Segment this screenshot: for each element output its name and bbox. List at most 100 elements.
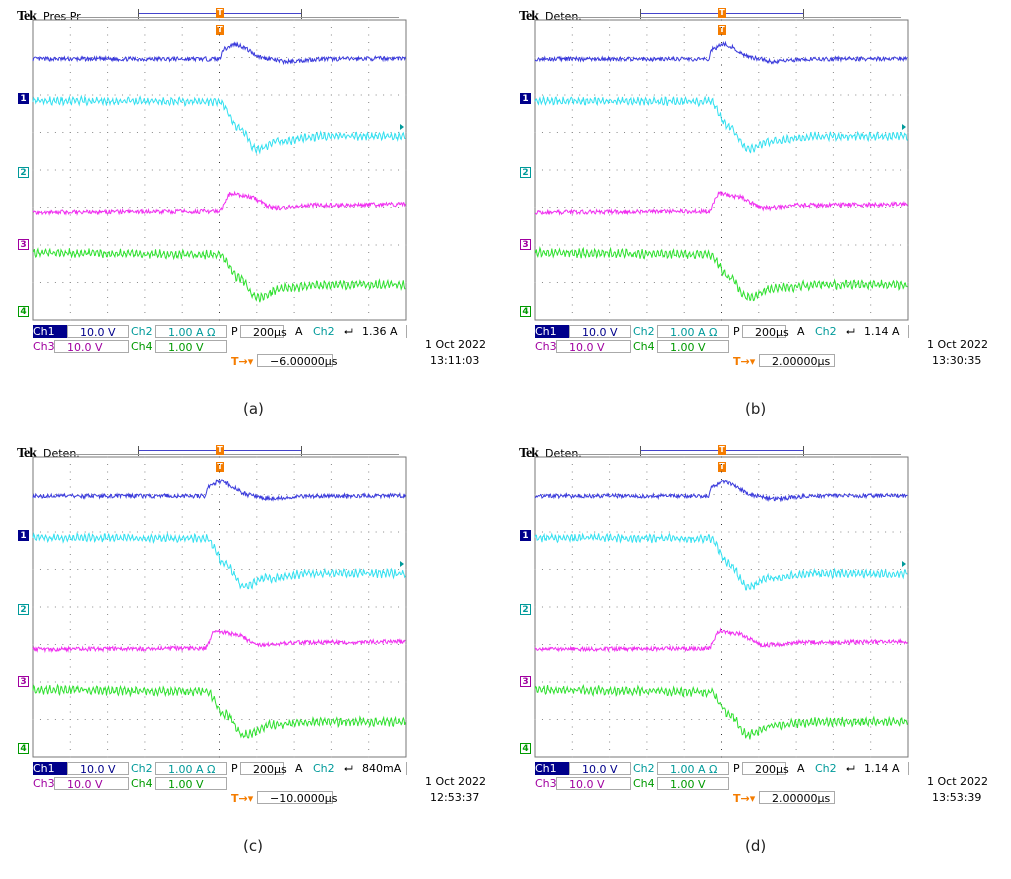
grid-dot: [293, 711, 295, 713]
grid-dot: [609, 606, 611, 608]
grid-dot: [398, 569, 400, 570]
grid-dot: [638, 681, 640, 683]
timebase-prefix: P: [733, 325, 740, 338]
grid-dot: [256, 696, 258, 698]
grid-dot: [219, 501, 220, 503]
grid-dot: [293, 132, 295, 133]
grid-dot: [758, 741, 760, 743]
grid-dot: [765, 719, 767, 720]
grid-dot: [698, 531, 700, 533]
ch4-ground-marker[interactable]: 4: [18, 306, 29, 317]
grid-dot: [330, 569, 332, 570]
grid-dot: [114, 644, 116, 645]
grid-dot: [151, 244, 153, 246]
grid-dot: [571, 102, 573, 103]
grid-dot: [832, 756, 834, 758]
grid-dot: [166, 569, 168, 570]
grid-dot: [256, 274, 258, 276]
grid-dot: [398, 681, 400, 683]
grid-dot: [571, 704, 573, 705]
grid-dot: [315, 94, 317, 96]
grid-dot: [211, 531, 213, 533]
grid-dot: [609, 711, 611, 713]
grid-dot: [144, 207, 146, 208]
grid-dot: [765, 531, 767, 533]
grid-dot: [556, 94, 558, 96]
grid-dot: [586, 606, 588, 608]
graticule: [534, 19, 909, 321]
grid-dot: [601, 531, 603, 533]
ch2-ground-marker[interactable]: 2: [18, 604, 29, 615]
grid-dot: [780, 681, 782, 683]
grid-dot: [698, 282, 700, 283]
ch4-ground-marker[interactable]: 4: [520, 306, 531, 317]
grid-dot: [870, 479, 872, 480]
grid-dot: [862, 531, 864, 533]
grid-dot: [638, 282, 640, 283]
grid-dot: [698, 94, 700, 96]
grid-dot: [758, 464, 760, 465]
grid-dot: [616, 681, 618, 683]
grid-dot: [571, 636, 573, 638]
grid-dot: [721, 94, 722, 96]
ch3-ground-marker[interactable]: 3: [520, 239, 531, 250]
grid-dot: [69, 192, 71, 193]
grid-dot: [609, 719, 611, 720]
grid-dot: [676, 132, 678, 133]
grid-dot: [181, 57, 183, 58]
grid-dot: [92, 644, 94, 645]
ch2-ground-marker[interactable]: 2: [520, 167, 531, 178]
grid-dot: [847, 244, 849, 246]
ch1-label: Ch1: [33, 325, 67, 338]
ch2-ground-marker[interactable]: 2: [18, 167, 29, 178]
grid-dot: [219, 199, 220, 201]
grid-dot: [758, 501, 760, 503]
grid-dot: [870, 651, 872, 653]
grid-dot: [330, 659, 332, 660]
grid-dot: [226, 644, 228, 645]
ch3-ground-marker[interactable]: 3: [18, 239, 29, 250]
grid-dot: [698, 644, 700, 645]
grid-dot: [159, 644, 161, 645]
ch4-ground-marker[interactable]: 4: [520, 743, 531, 754]
grid-dot: [233, 719, 235, 720]
ch1-ground-marker[interactable]: 1: [520, 93, 531, 104]
grid-dot: [293, 501, 295, 503]
ch3-ground-marker[interactable]: 3: [520, 676, 531, 687]
ch2-scale: 1.00 A Ω: [657, 325, 729, 339]
grid-dot: [758, 94, 760, 96]
grid-dot: [683, 621, 685, 623]
ch3-ground-marker[interactable]: 3: [18, 676, 29, 687]
ch2-ground-marker[interactable]: 2: [520, 604, 531, 615]
grid-dot: [271, 282, 273, 283]
grid-dot: [870, 319, 872, 321]
grid-dot: [728, 531, 730, 533]
grid-dot: [609, 177, 611, 178]
grid-dot: [248, 644, 250, 645]
grid-dot: [77, 606, 79, 608]
ch2-waveform: [534, 532, 908, 591]
grid-dot: [832, 304, 834, 306]
grid-dot: [286, 531, 288, 533]
grid-dot: [219, 42, 220, 43]
ch1-ground-marker[interactable]: 1: [520, 530, 531, 541]
grid-dot: [107, 124, 109, 126]
ch1-ground-marker[interactable]: 1: [18, 93, 29, 104]
grid-dot: [907, 57, 909, 58]
grid-dot: [646, 109, 648, 111]
grid-dot: [721, 124, 722, 126]
grid-dot: [181, 524, 183, 525]
ch1-ground-marker[interactable]: 1: [18, 530, 29, 541]
grid-dot: [721, 719, 722, 720]
grid-dot: [293, 42, 295, 43]
grid-dot: [758, 726, 760, 728]
grid-dot: [832, 289, 834, 291]
grid-dot: [646, 471, 648, 473]
grid-dot: [405, 531, 407, 533]
grid-dot: [144, 606, 146, 608]
grid-dot: [69, 147, 71, 148]
ch4-ground-marker[interactable]: 4: [18, 743, 29, 754]
grid-dot: [832, 584, 834, 585]
grid-dot: [661, 494, 663, 495]
grid-dot: [330, 229, 332, 231]
